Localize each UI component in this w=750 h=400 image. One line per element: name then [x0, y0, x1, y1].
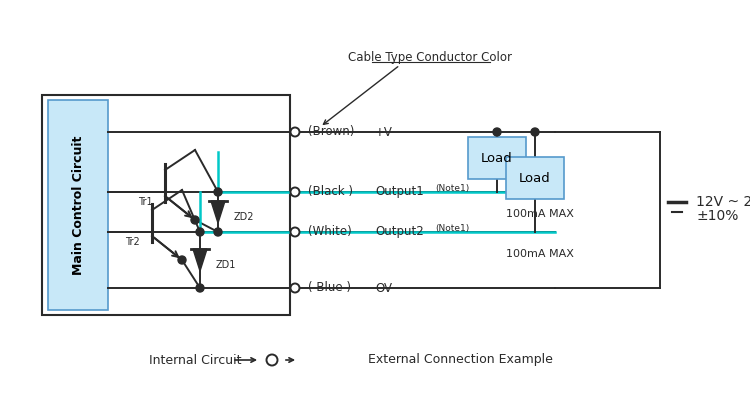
Circle shape [290, 228, 299, 236]
Bar [42, 95, 290, 315]
Polygon shape [211, 201, 225, 223]
Polygon shape [193, 249, 207, 271]
Text: External Connection Example: External Connection Example [368, 354, 553, 366]
Text: Load: Load [519, 172, 550, 184]
Circle shape [493, 128, 501, 136]
Text: (White): (White) [308, 226, 352, 238]
Circle shape [290, 284, 299, 292]
Text: Cable Type Conductor Color: Cable Type Conductor Color [348, 52, 512, 64]
Bar [468, 137, 526, 179]
Text: +V: +V [375, 126, 393, 138]
Text: Internal Circuit: Internal Circuit [148, 354, 242, 366]
Text: Load: Load [482, 152, 513, 164]
Text: (Note1): (Note1) [435, 184, 470, 192]
Circle shape [266, 354, 278, 366]
Text: ±10%: ±10% [696, 209, 738, 223]
Text: ZD2: ZD2 [234, 212, 254, 222]
Text: (Brown): (Brown) [308, 126, 354, 138]
Text: OV: OV [375, 282, 392, 294]
Circle shape [178, 256, 186, 264]
Text: (Black ): (Black ) [308, 186, 353, 198]
Circle shape [191, 216, 199, 224]
Circle shape [196, 228, 204, 236]
Text: Output2: Output2 [375, 226, 424, 238]
Bar [506, 157, 564, 199]
Text: 12V ~ 24V DC: 12V ~ 24V DC [696, 195, 750, 209]
Text: Tr1: Tr1 [138, 197, 152, 207]
Circle shape [290, 188, 299, 196]
Text: Main Control Circuit: Main Control Circuit [71, 135, 85, 275]
Circle shape [531, 128, 539, 136]
Text: (Note1): (Note1) [435, 224, 470, 232]
Circle shape [214, 228, 222, 236]
Text: 100mA MAX: 100mA MAX [506, 209, 574, 219]
Circle shape [196, 284, 204, 292]
Text: ZD1: ZD1 [216, 260, 236, 270]
Bar [48, 100, 108, 310]
Text: ( Blue ): ( Blue ) [308, 282, 351, 294]
Text: 100mA MAX: 100mA MAX [506, 249, 574, 259]
Text: Tr2: Tr2 [124, 237, 140, 247]
Text: Output1: Output1 [375, 186, 424, 198]
Circle shape [290, 128, 299, 136]
Circle shape [214, 188, 222, 196]
